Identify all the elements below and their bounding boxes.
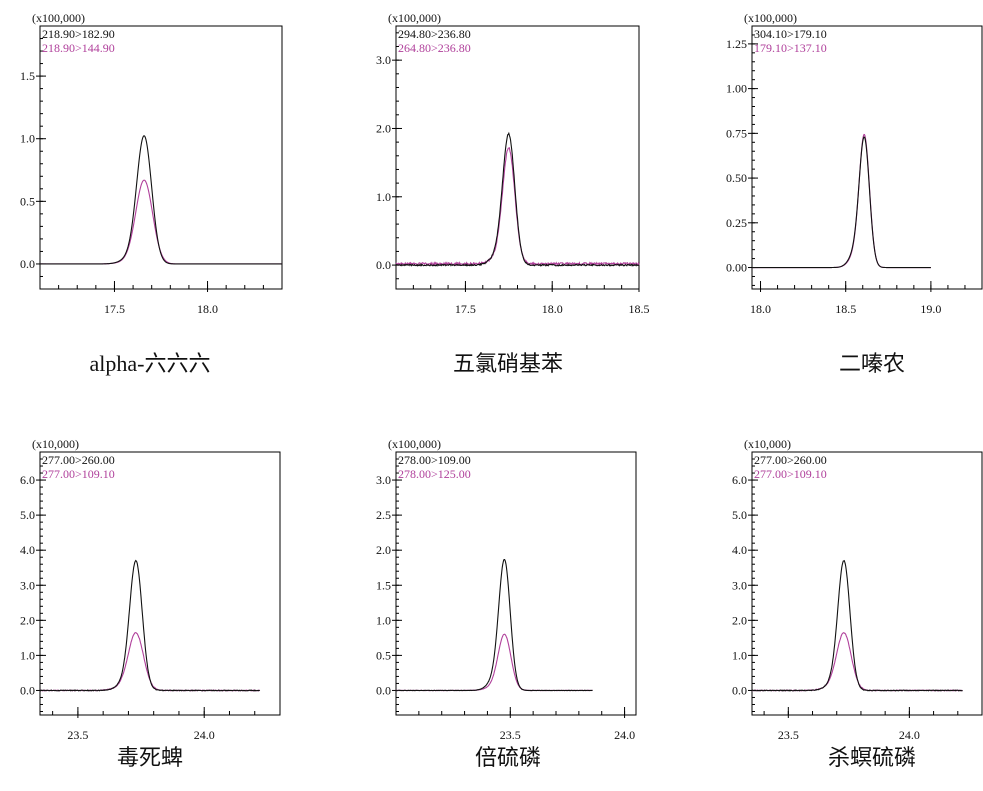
compound-caption: 二嗪农 <box>838 351 905 376</box>
plot-frame <box>39 25 283 290</box>
y-tick-label: 0.50 <box>726 171 747 185</box>
legend-entry: 277.00>260.00 <box>754 453 827 467</box>
y-tick-label: 0.5 <box>376 648 391 662</box>
y-tick-label: 6.0 <box>732 473 747 487</box>
y-tick-label: 5.0 <box>732 508 747 522</box>
x-tick-label: 17.5 <box>455 302 476 316</box>
x-tick-label: 24.0 <box>194 728 215 742</box>
x-tick-label: 18.0 <box>197 302 218 316</box>
y-tick-label: 2.0 <box>732 613 747 627</box>
legend-entry: 304.10>179.10 <box>754 27 827 41</box>
y-tick-label: 1.0 <box>20 648 35 662</box>
y-tick-label: 0.0 <box>20 257 35 271</box>
y-tick-label: 4.0 <box>732 543 747 557</box>
compound-caption: 五氯硝基苯 <box>452 351 563 376</box>
legend-entry: 277.00>260.00 <box>42 453 115 467</box>
chart-panel-2: 0.0 1.0 2.0 3.0 17.5 18.0 18.5 (x100,000) 294.80… <box>376 11 650 316</box>
y-tick-label: 3.0 <box>376 53 391 67</box>
legend-entry: 264.80>236.80 <box>398 41 471 55</box>
y-multiplier: (x100,000) <box>744 11 797 25</box>
series-line-1 <box>752 136 931 269</box>
series-line-2 <box>395 147 640 267</box>
plot-frame <box>39 451 281 716</box>
chart-panel-3: 0.00 0.25 0.50 0.75 1.00 1.25 18.0 18.5 19.0 (x10… <box>726 11 983 316</box>
series-line-2 <box>752 133 931 269</box>
x-tick-label: 24.0 <box>614 728 635 742</box>
y-multiplier: (x10,000) <box>32 437 79 451</box>
y-tick-label: 0.25 <box>726 216 747 230</box>
compound-caption: alpha-六六六 <box>89 351 211 376</box>
y-tick-label: 0.00 <box>726 261 747 275</box>
compound-caption: 倍硫磷 <box>474 745 541 770</box>
x-tick-label: 17.5 <box>104 302 125 316</box>
series-line-2 <box>395 633 593 692</box>
chart-panel-1: 0.0 0.5 1.0 1.5 17.5 18.0 (x100,000) 218.90>182… <box>20 11 283 316</box>
y-tick-label: 2.0 <box>376 121 391 135</box>
x-tick-label: 24.0 <box>899 728 920 742</box>
y-tick-label: 1.00 <box>726 82 747 96</box>
y-tick-label: 0.0 <box>376 258 391 272</box>
x-tick-label: 23.5 <box>67 728 88 742</box>
y-tick-label: 2.0 <box>376 543 391 557</box>
y-tick-label: 0.75 <box>726 126 747 140</box>
plot-frame <box>395 25 640 290</box>
y-tick-label: 5.0 <box>20 508 35 522</box>
y-tick-label: 1.0 <box>20 132 35 146</box>
y-tick-label: 3.0 <box>20 578 35 592</box>
series-line-2 <box>39 632 261 692</box>
x-tick-label: 18.5 <box>629 302 650 316</box>
legend-entry: 278.00>125.00 <box>398 467 471 481</box>
compound-caption: 毒死蜱 <box>116 745 183 770</box>
series-line-1 <box>395 558 593 692</box>
x-tick-label: 19.0 <box>920 302 941 316</box>
plot-frame <box>751 451 983 716</box>
x-tick-label: 23.5 <box>500 728 521 742</box>
legend-entry: 294.80>236.80 <box>398 27 471 41</box>
y-multiplier: (x10,000) <box>744 437 791 451</box>
compound-caption: 杀螟硫磷 <box>827 745 916 770</box>
y-tick-label: 1.25 <box>726 37 747 51</box>
series-line-2 <box>40 179 282 265</box>
plot-frame <box>395 451 637 716</box>
series-line-1 <box>395 131 640 267</box>
legend-entry: 278.00>109.00 <box>398 453 471 467</box>
y-tick-label: 0.0 <box>20 683 35 697</box>
legend-entry: 179.10>137.10 <box>754 41 827 55</box>
legend-entry: 277.00>109.10 <box>754 467 827 481</box>
y-multiplier: (x100,000) <box>32 11 85 25</box>
y-multiplier: (x100,000) <box>388 11 441 25</box>
y-multiplier: (x100,000) <box>388 437 441 451</box>
y-tick-label: 2.0 <box>20 613 35 627</box>
y-tick-label: 1.5 <box>20 69 35 83</box>
y-tick-label: 4.0 <box>20 543 35 557</box>
y-tick-label: 1.0 <box>376 190 391 204</box>
legend-entry: 218.90>182.90 <box>42 27 115 41</box>
y-tick-label: 0.5 <box>20 194 35 208</box>
x-tick-label: 23.5 <box>778 728 799 742</box>
x-tick-label: 18.5 <box>835 302 856 316</box>
x-tick-label: 18.0 <box>750 302 771 316</box>
chart-panel-5: 0.0 0.5 1.0 1.5 2.0 2.5 3.0 23.5 24.0 (x100,000) 2… <box>376 437 637 742</box>
series-line-2 <box>752 631 963 692</box>
y-tick-label: 0.0 <box>732 683 747 697</box>
series-line-1 <box>751 559 963 692</box>
y-tick-label: 3.0 <box>376 473 391 487</box>
chart-panel-4: 0.0 1.0 2.0 3.0 4.0 5.0 6.0 23.5 24.0 (x10,000) 27… <box>20 437 281 742</box>
series-line-1 <box>40 135 282 265</box>
y-tick-label: 1.0 <box>732 648 747 662</box>
y-tick-label: 6.0 <box>20 473 35 487</box>
x-tick-label: 18.0 <box>542 302 563 316</box>
y-tick-label: 1.0 <box>376 613 391 627</box>
y-tick-label: 2.5 <box>376 508 391 522</box>
chart-panel-6: 0.0 1.0 2.0 3.0 4.0 5.0 6.0 23.5 24.0 (x10,000) 27… <box>732 437 983 742</box>
legend-entry: 277.00>109.10 <box>42 467 115 481</box>
series-line-1 <box>39 559 260 692</box>
y-tick-label: 1.5 <box>376 578 391 592</box>
y-tick-label: 3.0 <box>732 578 747 592</box>
y-tick-label: 0.0 <box>376 683 391 697</box>
plot-frame <box>751 25 983 290</box>
legend-entry: 218.90>144.90 <box>42 41 115 55</box>
